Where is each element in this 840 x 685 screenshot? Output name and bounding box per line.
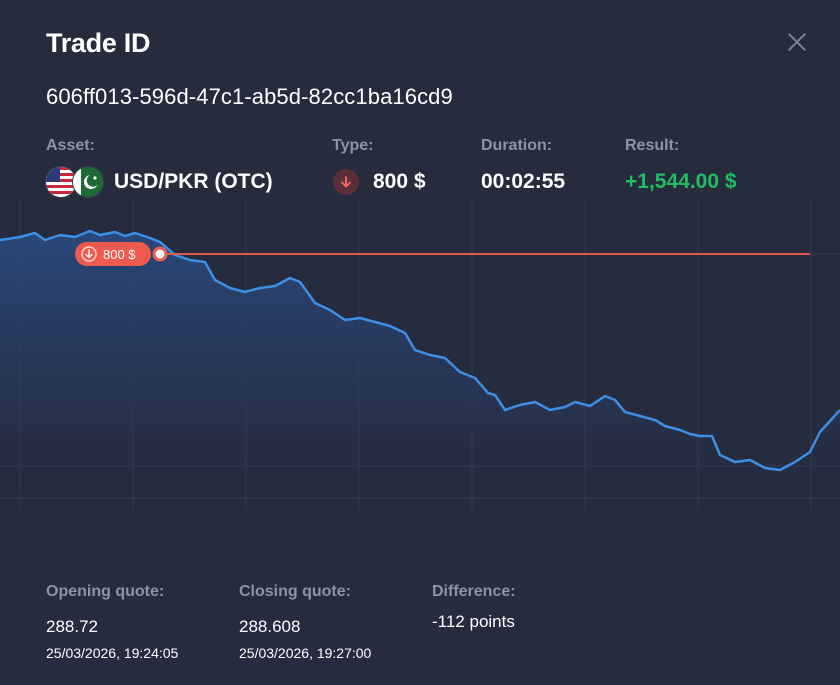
pk-flag-icon: [72, 166, 104, 198]
price-line: [0, 229, 840, 472]
entry-point: [152, 246, 168, 262]
dialog-title: Trade ID: [46, 28, 151, 58]
us-flag-icon: [45, 166, 77, 198]
type-value: 800 $: [373, 170, 426, 193]
opening-quote-value: 288.72: [46, 617, 98, 636]
duration-label: Duration:: [481, 137, 553, 154]
close-icon[interactable]: [784, 30, 810, 56]
trade-id-value: 606ff013-596d-47c1-ab5d-82cc1ba16cd9: [46, 84, 453, 109]
entry-badge-icon: [81, 246, 97, 262]
down-arrow-icon: [333, 169, 359, 195]
result-value: +1,544.00 $: [625, 170, 737, 193]
price-chart: 800 $: [0, 200, 840, 510]
difference-label: Difference:: [432, 583, 516, 600]
entry-badge: [75, 242, 151, 266]
opening-quote-time: 25/03/2026, 19:24:05: [46, 645, 179, 661]
opening-quote-label: Opening quote:: [46, 583, 165, 600]
closing-quote-label: Closing quote:: [239, 583, 351, 600]
asset-value: USD/PKR (OTC): [114, 170, 273, 193]
closing-quote-value: 288.608: [239, 617, 301, 636]
entry-badge-label: 800 $: [103, 247, 136, 262]
price-area: [0, 231, 840, 510]
type-label: Type:: [332, 137, 374, 154]
difference-value: -112 points: [432, 612, 515, 631]
duration-value: 00:02:55: [481, 170, 566, 193]
result-label: Result:: [625, 137, 680, 154]
asset-label: Asset:: [46, 137, 95, 154]
closing-quote-time: 25/03/2026, 19:27:00: [239, 645, 372, 661]
